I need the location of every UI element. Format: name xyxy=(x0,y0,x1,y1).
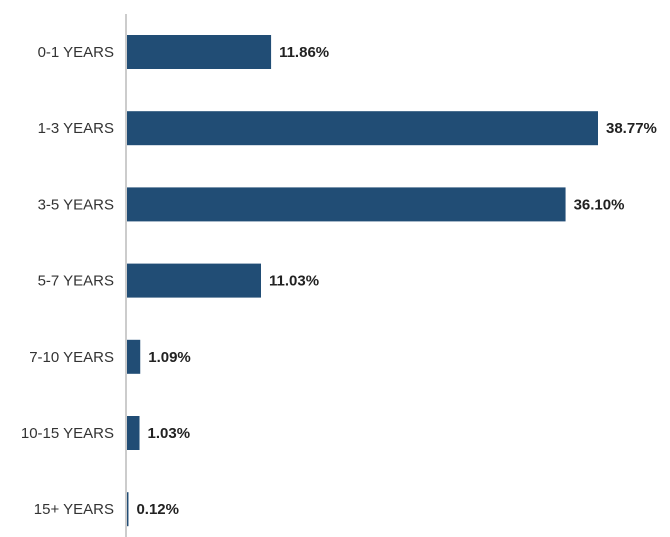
bar-1 xyxy=(127,111,598,146)
bar-0 xyxy=(127,35,272,69)
category-label-6: 15+ YEARS xyxy=(34,501,114,518)
category-label-2: 3-5 YEARS xyxy=(38,196,114,213)
value-label-4: 1.09% xyxy=(148,349,191,366)
bar-4 xyxy=(127,339,141,374)
bar-2 xyxy=(127,187,566,222)
category-label-4: 7-10 YEARS xyxy=(29,349,114,366)
category-label-5: 10-15 YEARS xyxy=(21,425,114,442)
category-label-0: 0-1 YEARS xyxy=(38,44,114,61)
category-labels-group: 0-1 YEARS 1-3 YEARS 3-5 YEARS 5-7 YEARS 7-10… xyxy=(21,44,114,518)
value-label-1: 38.77% xyxy=(606,120,657,137)
category-label-3: 5-7 YEARS xyxy=(38,273,114,290)
bars-group xyxy=(127,35,598,527)
bar-3 xyxy=(127,263,261,298)
bar-5 xyxy=(127,416,140,450)
value-label-2: 36.10% xyxy=(574,196,625,213)
bar-6 xyxy=(127,492,129,527)
value-label-3: 11.03% xyxy=(269,273,319,290)
value-label-0: 11.86% xyxy=(279,44,329,61)
value-label-5: 1.03% xyxy=(148,425,191,442)
value-labels-group: 11.86% 38.77% 36.10% 11.03% 1.09% 1.03% 0.12% xyxy=(136,44,656,518)
value-label-6: 0.12% xyxy=(136,501,179,518)
category-label-1: 1-3 YEARS xyxy=(38,120,114,137)
